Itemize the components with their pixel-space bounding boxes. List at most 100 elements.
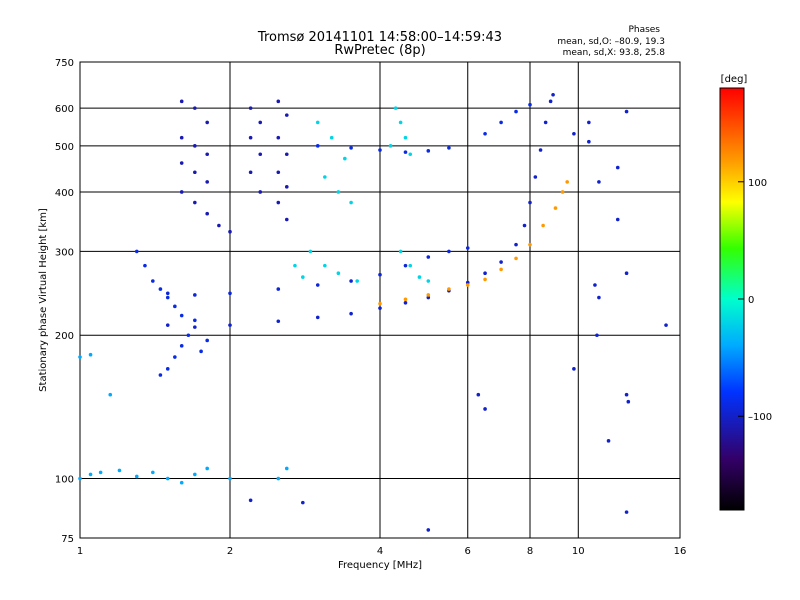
x-axis-ticks: 1 2 4 6 8 10 16 (77, 546, 687, 557)
y-tick-label: 750 (55, 58, 74, 69)
data-point (301, 500, 305, 505)
data-point (378, 272, 382, 277)
data-point (349, 146, 353, 150)
data-point (398, 120, 403, 125)
data-point (528, 102, 532, 107)
data-point (179, 135, 184, 140)
data-point (179, 161, 184, 165)
series-second-hop (315, 102, 532, 154)
data-point (426, 149, 431, 153)
series-e-layer-echoes (78, 352, 289, 485)
data-point (205, 338, 209, 343)
data-point (186, 333, 191, 338)
series-low-frequency-spread (134, 249, 209, 377)
data-point (597, 295, 601, 300)
phase-stat-x: mean, sd,X: 93.8, 25.8 (563, 48, 666, 58)
data-point (483, 131, 487, 136)
data-point (528, 242, 532, 247)
data-point (343, 156, 347, 161)
data-point (336, 271, 341, 276)
data-point (408, 152, 413, 157)
data-point (483, 407, 487, 411)
y-tick-label: 300 (55, 247, 74, 258)
data-point (615, 165, 620, 170)
colorbar (719, 87, 745, 511)
data-point (308, 249, 313, 254)
data-point (315, 144, 320, 148)
data-point (355, 279, 359, 283)
y-tick-label: 600 (55, 104, 74, 115)
data-point (543, 120, 548, 125)
data-point (624, 392, 629, 397)
data-point (158, 373, 163, 377)
data-point (158, 287, 163, 291)
data-point (408, 263, 413, 268)
data-point (426, 255, 431, 259)
colorbar-label: [deg] (721, 74, 748, 85)
series-o-trace-lower- (165, 92, 555, 329)
colorbar-tick-label: 0 (748, 295, 754, 306)
data-point (606, 439, 611, 443)
data-point (388, 144, 393, 148)
data-point (284, 113, 289, 117)
data-point (165, 476, 170, 481)
data-point (248, 498, 253, 503)
data-point (626, 399, 631, 404)
data-point (426, 528, 431, 532)
data-point (593, 283, 597, 287)
x-tick-label: 16 (674, 546, 687, 557)
data-point (193, 170, 197, 175)
y-axis-label: Stationary phase Virtual Height [km] (38, 208, 49, 392)
series-spread-f-cluster (179, 99, 289, 234)
data-point (284, 152, 289, 157)
data-point (426, 293, 431, 297)
data-point (165, 295, 170, 300)
data-point (88, 472, 93, 477)
data-point (483, 271, 487, 276)
data-point (193, 293, 197, 297)
data-point (193, 144, 197, 148)
data-point (301, 275, 305, 279)
data-point (349, 311, 353, 316)
data-point (276, 200, 281, 205)
data-point (476, 392, 481, 397)
data-point (553, 206, 558, 210)
data-point (217, 223, 221, 228)
data-point (98, 470, 103, 475)
data-point (597, 180, 601, 184)
data-point (193, 106, 197, 110)
data-point (205, 466, 209, 471)
data-point (143, 263, 147, 268)
data-point (572, 367, 576, 371)
data-point (417, 275, 422, 279)
data-point (228, 291, 232, 296)
x-tick-label: 10 (572, 546, 585, 557)
data-point (499, 120, 503, 125)
data-point (276, 319, 281, 324)
data-point (165, 367, 170, 371)
data-point (329, 135, 334, 140)
data-point (117, 468, 122, 473)
colorbar-tick-label: 100 (748, 178, 767, 189)
data-point (258, 190, 263, 194)
data-point (538, 148, 543, 152)
y-tick-label: 400 (55, 188, 74, 199)
data-point (426, 279, 431, 283)
data-point (228, 323, 232, 327)
data-point (483, 277, 487, 282)
data-point (323, 175, 327, 179)
data-point (595, 333, 599, 338)
data-point (349, 279, 353, 283)
data-point (548, 99, 553, 104)
data-point (199, 349, 203, 354)
data-point (276, 170, 281, 175)
y-tick-label: 500 (55, 142, 74, 153)
x-tick-label: 6 (465, 546, 471, 557)
data-point (293, 263, 297, 268)
data-point (499, 260, 503, 264)
data-point (447, 146, 451, 150)
data-point (465, 246, 470, 250)
data-point (248, 106, 253, 110)
data-point (193, 200, 197, 205)
